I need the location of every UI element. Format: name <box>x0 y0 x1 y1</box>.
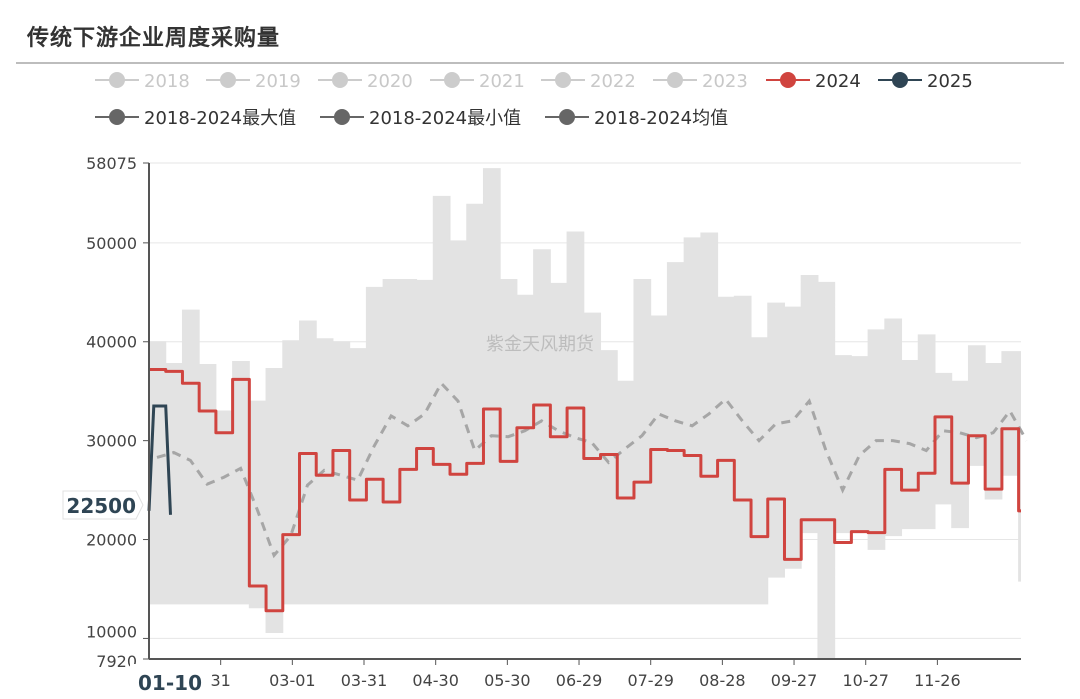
legend-item-2025[interactable]: 2025 <box>878 71 973 92</box>
x-tick-label: 05-30 <box>484 671 531 690</box>
legend-circle-icon <box>332 72 348 88</box>
legend-label: 2018 <box>144 71 190 92</box>
y-tick-label: 30000 <box>86 432 137 451</box>
y-tick-label: 10000 <box>86 622 137 641</box>
chart-title: 传统下游企业周度采购量 <box>27 25 281 51</box>
legend-circle-icon <box>559 109 575 125</box>
legend-label: 2019 <box>255 71 301 92</box>
x-tick-label: 07-29 <box>627 671 674 690</box>
watermark: 紫金天风期货 <box>486 334 594 355</box>
x-tick-label: 06-29 <box>556 671 603 690</box>
legend-circle-icon <box>667 72 683 88</box>
legend-circle-icon <box>109 72 125 88</box>
legend-label: 2025 <box>927 71 973 92</box>
axis-pointer-x-label: 01-10 <box>138 671 202 695</box>
title-divider <box>16 62 1064 64</box>
x-tick-label: 04-30 <box>412 671 459 690</box>
x-tick-label: 03-31 <box>341 671 388 690</box>
x-tick-label: 10-27 <box>842 671 889 690</box>
legend-item-2023[interactable]: 2023 <box>653 71 748 92</box>
legend-item-2019[interactable]: 2019 <box>206 71 301 92</box>
legend-item-2018-2024最小值[interactable]: 2018-2024最小值 <box>320 108 521 129</box>
legend-item-2018[interactable]: 2018 <box>95 71 190 92</box>
legend-label: 2023 <box>702 71 748 92</box>
legend-circle-icon <box>109 109 125 125</box>
legend-circle-icon <box>334 109 350 125</box>
legend-circle-icon <box>892 72 908 88</box>
legend-label: 2021 <box>479 71 525 92</box>
x-tick-label: 31 <box>210 671 230 690</box>
legend-circle-icon <box>220 72 236 88</box>
legend-label: 2018-2024最小值 <box>369 108 521 129</box>
axis-pointer-y-label: 22500 <box>66 494 136 518</box>
legend-circle-icon <box>555 72 571 88</box>
y-tick-label: 20000 <box>86 531 137 550</box>
legend-item-2021[interactable]: 2021 <box>430 71 525 92</box>
x-tick-label: 08-28 <box>699 671 746 690</box>
axis-pointer-y-box <box>62 490 144 520</box>
legend-item-2022[interactable]: 2022 <box>541 71 636 92</box>
series-mean-line <box>156 380 1028 559</box>
legend-item-2018-2024均值[interactable]: 2018-2024均值 <box>545 108 728 129</box>
x-tick-label: 03-01 <box>269 671 316 690</box>
legend-circle-icon <box>444 72 460 88</box>
series-max-line <box>149 168 1021 412</box>
legend-item-2018-2024最大值[interactable]: 2018-2024最大值 <box>95 108 296 129</box>
series-2025-line <box>147 404 172 515</box>
y-tick-label: 7920 <box>96 652 137 671</box>
y-tick-label: 40000 <box>86 333 137 352</box>
x-tick-label: 09-27 <box>771 671 818 690</box>
axis-pointer-x-box <box>130 664 210 699</box>
series-2024-line <box>149 367 1021 613</box>
legend-label: 2024 <box>815 71 861 92</box>
legend-item-2024[interactable]: 2024 <box>766 71 861 92</box>
legend-label: 2018-2024最大值 <box>144 108 296 129</box>
legend-label: 2018-2024均值 <box>594 108 728 129</box>
y-tick-label: 50000 <box>86 234 137 253</box>
series-min-line <box>149 464 1021 659</box>
legend-label: 2020 <box>367 71 413 92</box>
y-tick-label: 58075 <box>86 154 137 173</box>
legend-label: 2022 <box>590 71 636 92</box>
legend-item-2020[interactable]: 2020 <box>318 71 413 92</box>
legend-circle-icon <box>780 72 796 88</box>
x-tick-label: 11-26 <box>914 671 961 690</box>
